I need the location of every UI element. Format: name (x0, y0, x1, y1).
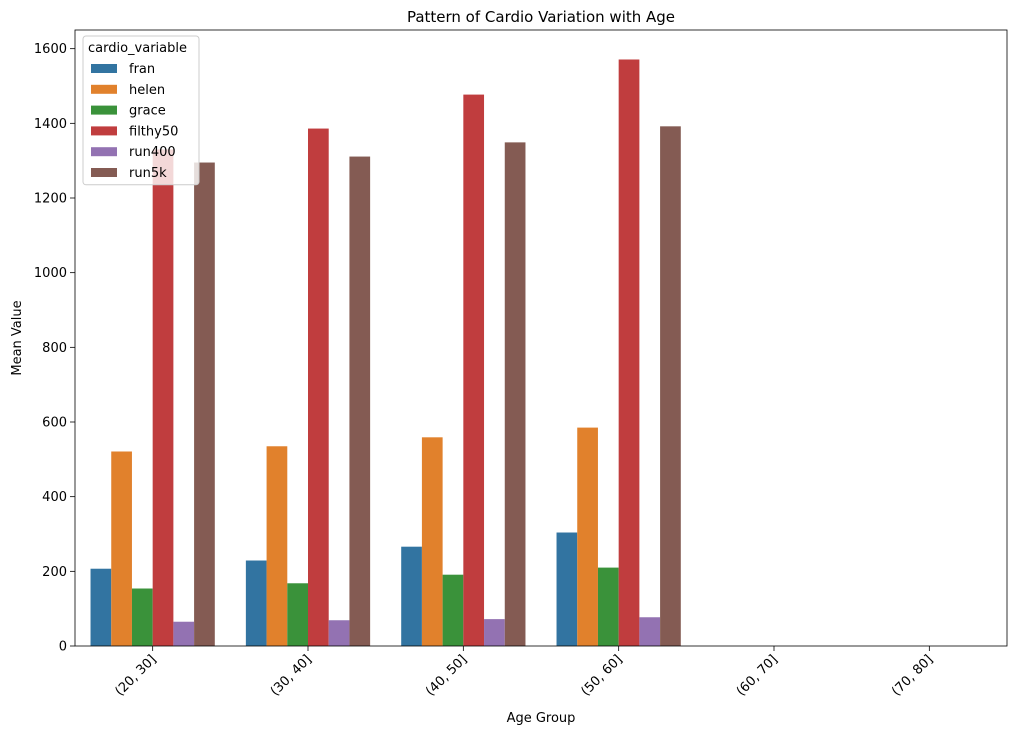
x-tick-label: (60, 70] (734, 652, 781, 699)
bar-filthy50-2 (463, 94, 485, 647)
chart-title: Pattern of Cardio Variation with Age (407, 8, 675, 26)
y-axis: 0 200 400 600 800 1000 1200 1400 1600 (34, 42, 75, 655)
y-tick-label: 1000 (34, 266, 67, 281)
legend-swatch-run400 (91, 147, 117, 157)
x-tick-label: (70, 80] (889, 652, 936, 699)
y-tick-label: 200 (42, 565, 67, 580)
bar-run400-2 (484, 619, 505, 646)
y-tick-label: 0 (59, 640, 67, 655)
bar-run5k-2 (504, 142, 526, 646)
x-tick-label: (20, 30] (112, 652, 159, 699)
bars-layer (90, 59, 681, 647)
bar-grace-3 (597, 567, 619, 646)
x-tick-label: (50, 60] (578, 652, 625, 699)
bar-fran-2 (401, 546, 422, 646)
legend-label-grace: grace (129, 104, 166, 119)
bar-fran-0 (90, 568, 112, 646)
legend-swatch-fran (91, 64, 117, 73)
bar-helen-2 (421, 437, 443, 646)
plot-frame (74, 29, 1008, 647)
y-tick-label: 1400 (34, 117, 67, 132)
x-axis: (20, 30] (30, 40] (40, 50] (50, 60] (60, 70]… (112, 646, 936, 699)
bar-run400-3 (639, 617, 661, 646)
bar-filthy50-3 (618, 59, 640, 647)
bar-helen-1 (266, 446, 288, 646)
x-tick-label: (40, 50] (423, 652, 470, 699)
legend-label-run400: run400 (129, 145, 176, 160)
legend-swatch-filthy50 (91, 126, 117, 136)
x-axis-label: Age Group (507, 711, 576, 726)
bar-helen-0 (111, 451, 132, 646)
legend-swatch-helen (91, 84, 117, 94)
bar-grace-1 (287, 583, 308, 646)
bar-fran-1 (245, 560, 267, 646)
bar-run5k-1 (349, 156, 371, 646)
bar-run5k-0 (194, 162, 215, 646)
legend-swatch-run5k (91, 168, 117, 177)
y-tick-label: 800 (42, 341, 67, 356)
y-axis-label: Mean Value (10, 300, 25, 375)
legend-label-helen: helen (129, 83, 165, 98)
bar-grace-0 (131, 588, 153, 646)
bar-run5k-3 (660, 126, 681, 646)
bar-filthy50-1 (308, 128, 329, 646)
legend-title: cardio_variable (88, 41, 187, 56)
x-tick-label: (30, 40] (268, 652, 315, 699)
bar-helen-3 (577, 427, 598, 646)
y-tick-label: 1600 (34, 42, 67, 57)
legend-label-run5k: run5k (129, 166, 167, 181)
bar-filthy50-0 (152, 149, 174, 646)
bar-run400-1 (328, 620, 350, 646)
legend-label-filthy50: filthy50 (129, 124, 178, 139)
y-tick-label: 1200 (34, 192, 67, 207)
legend-label-fran: fran (129, 62, 155, 77)
y-tick-label: 600 (42, 416, 67, 431)
y-tick-label: 400 (42, 490, 67, 505)
bar-run400-0 (173, 621, 195, 646)
legend-swatch-grace (91, 105, 117, 115)
bar-grace-2 (442, 574, 464, 646)
bar-fran-3 (556, 532, 578, 646)
